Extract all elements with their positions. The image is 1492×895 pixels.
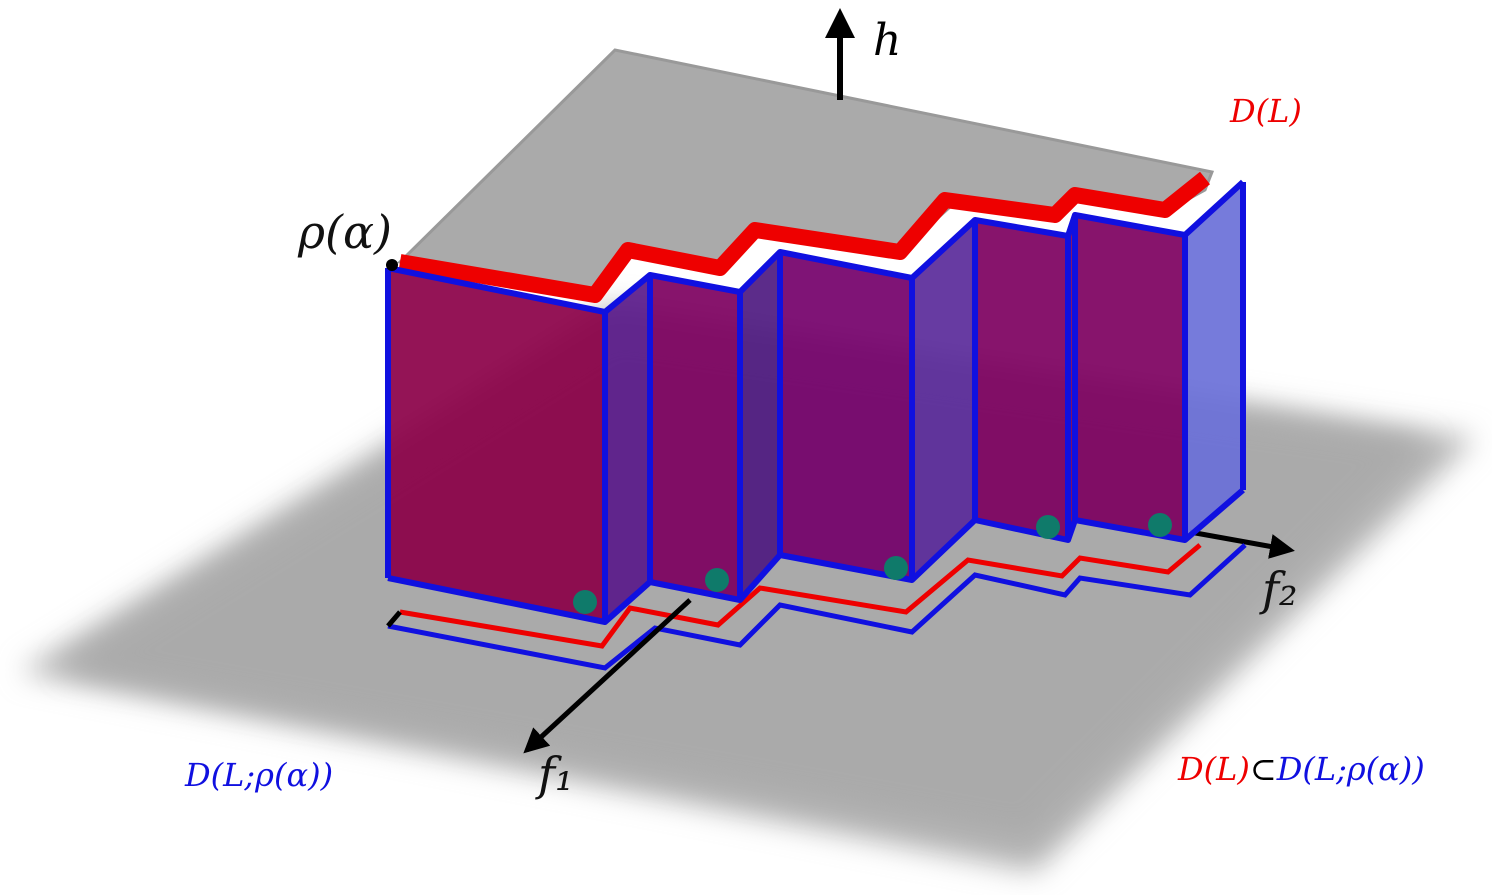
points bbox=[573, 513, 1172, 614]
point bbox=[573, 590, 597, 614]
red-band bbox=[398, 171, 1210, 303]
inclusion-symbol: ⊂ bbox=[1250, 750, 1277, 788]
blue-frame bbox=[385, 179, 1246, 625]
wall bbox=[650, 275, 740, 600]
h-label: h bbox=[873, 15, 901, 66]
wall-side bbox=[605, 275, 650, 622]
inclusion-label: D(L)⊂D(L;ρ(α)) bbox=[1177, 750, 1425, 788]
f1-label: f₁ bbox=[535, 747, 573, 801]
wall-end bbox=[1185, 182, 1243, 540]
f1-axis bbox=[523, 598, 692, 754]
point bbox=[884, 556, 908, 580]
inclusion-right: D(L;ρ(α)) bbox=[1276, 750, 1425, 788]
frame-verticals bbox=[385, 182, 1246, 622]
wall bbox=[975, 220, 1068, 540]
dl-label: D(L) bbox=[1229, 92, 1302, 130]
dl-rho-label: D(L;ρ(α)) bbox=[184, 756, 333, 794]
origin-tick bbox=[386, 610, 402, 628]
point bbox=[705, 568, 729, 592]
rho-label: ρ(α) bbox=[297, 205, 392, 259]
inclusion-left: D(L) bbox=[1177, 750, 1250, 788]
f2-label: f₂ bbox=[1259, 562, 1297, 616]
f2-axis bbox=[1189, 529, 1295, 559]
point bbox=[1148, 513, 1172, 537]
wall-side bbox=[912, 220, 975, 580]
red-trace bbox=[399, 543, 1202, 649]
wall bbox=[388, 268, 605, 622]
wall bbox=[1075, 215, 1185, 540]
rho-point bbox=[386, 259, 398, 271]
wall bbox=[780, 252, 912, 580]
blue-trace bbox=[387, 543, 1247, 671]
point bbox=[1036, 515, 1060, 539]
wall-side bbox=[740, 252, 780, 600]
